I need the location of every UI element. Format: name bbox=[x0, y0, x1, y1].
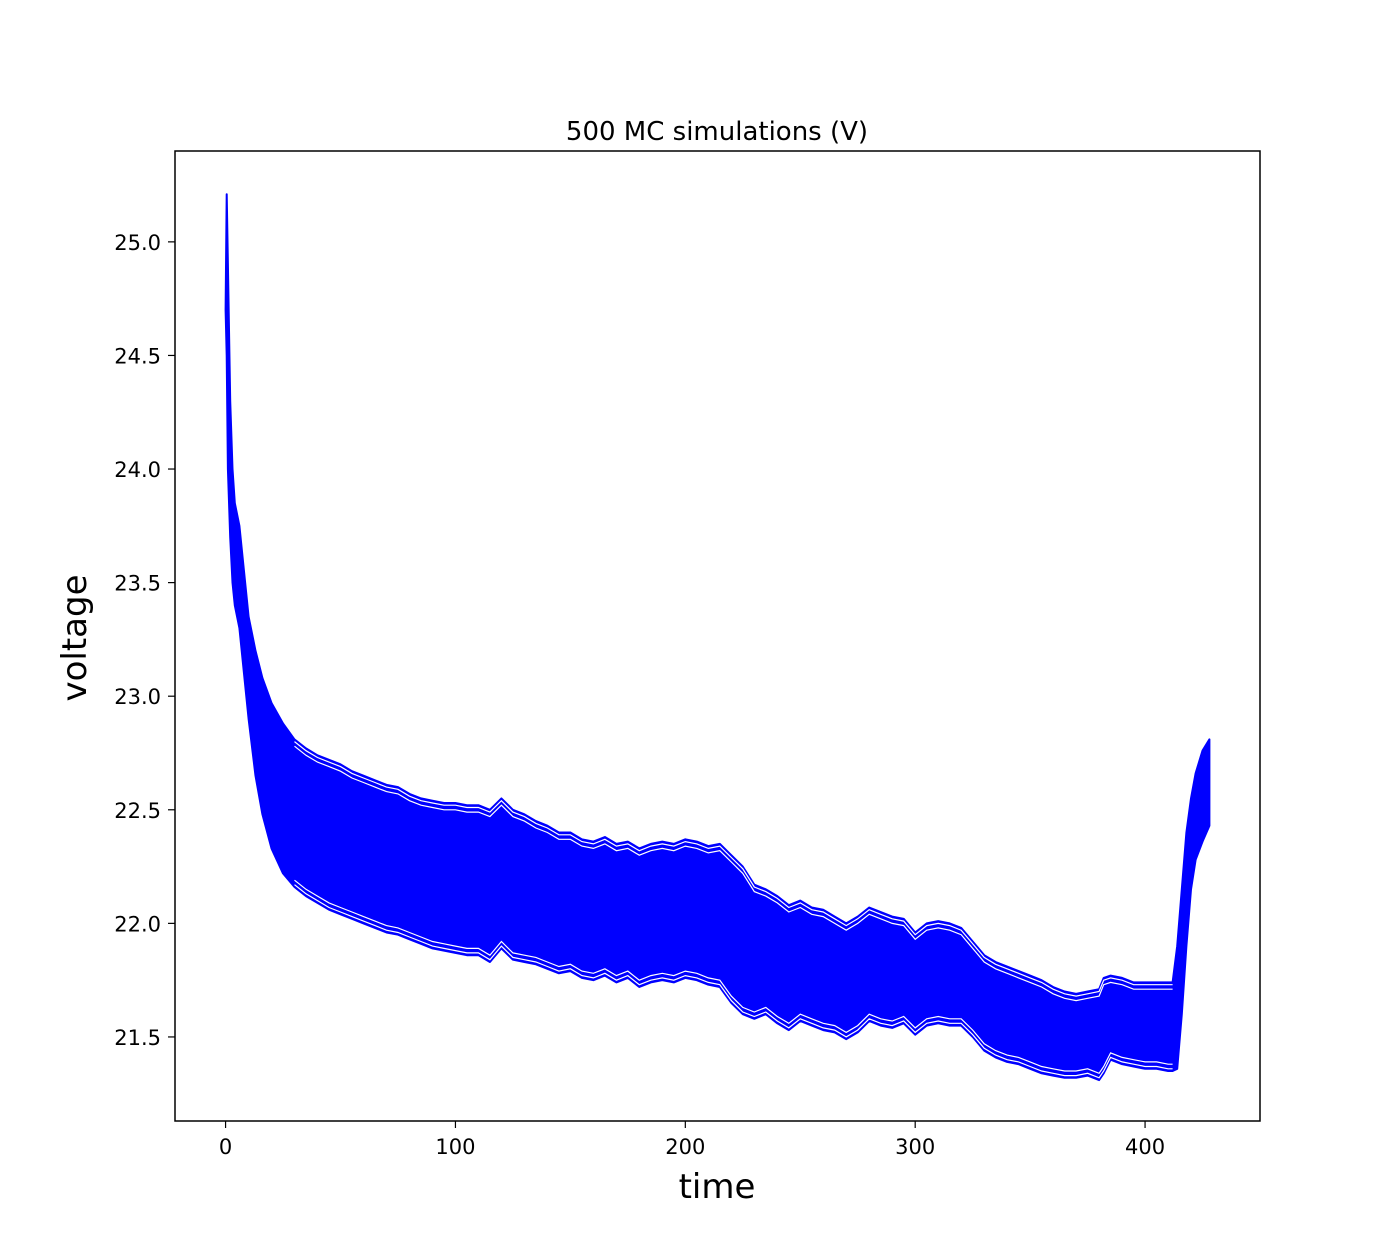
x-axis: 0 100 200 300 400 bbox=[219, 1121, 1165, 1159]
axes-frame bbox=[174, 150, 1261, 1122]
curve-separator bbox=[294, 879, 1173, 1075]
x-tick-label: 200 bbox=[665, 1135, 705, 1159]
y-tick-label: 22.0 bbox=[114, 912, 161, 936]
curve-separator bbox=[294, 741, 1173, 997]
y-tick-label: 22.5 bbox=[114, 799, 161, 823]
curve-separator bbox=[294, 745, 1173, 1002]
y-axis: 21.5 22.0 22.5 23.0 23.5 24.0 24.5 25.0 bbox=[114, 231, 175, 1050]
y-axis-label: voltage bbox=[55, 574, 95, 701]
simulation-band bbox=[224, 193, 1211, 1082]
x-tick-label: 100 bbox=[435, 1135, 475, 1159]
curve-separator bbox=[294, 884, 1173, 1079]
x-tick-label: 400 bbox=[1125, 1135, 1165, 1159]
y-tick-label: 23.5 bbox=[114, 572, 161, 596]
y-tick-label: 24.5 bbox=[114, 344, 161, 368]
y-tick-label: 24.0 bbox=[114, 458, 161, 482]
plot-area bbox=[224, 193, 1211, 1082]
y-tick-label: 23.0 bbox=[114, 685, 161, 709]
x-tick-label: 300 bbox=[895, 1135, 935, 1159]
x-axis-label: time bbox=[679, 1167, 756, 1207]
y-tick-label: 21.5 bbox=[114, 1026, 161, 1050]
chart-title: 500 MC simulations (V) bbox=[566, 117, 868, 147]
y-tick-label: 25.0 bbox=[114, 231, 161, 255]
x-tick-label: 0 bbox=[219, 1135, 232, 1159]
